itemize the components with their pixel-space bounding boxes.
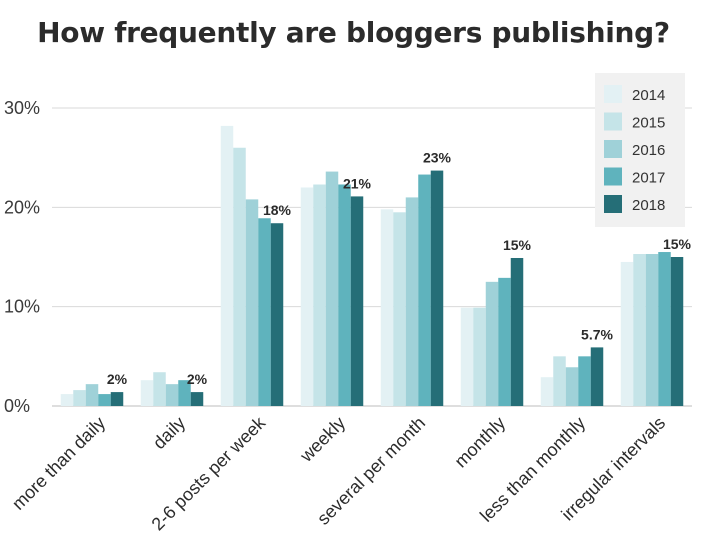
bar [405,197,419,406]
bar [313,184,326,406]
legend-label: 2014 [632,87,665,104]
bar [473,307,486,406]
bar [633,254,646,406]
bar [270,223,284,406]
bar [565,367,579,406]
bar [418,174,431,406]
bar [245,199,259,406]
data-label: 18% [263,202,292,218]
data-label: 15% [503,237,532,253]
bar [578,356,591,406]
data-label: 15% [663,236,692,252]
y-tick-label: 10% [4,297,40,317]
y-tick-label: 30% [4,98,40,118]
legend-swatch [604,85,622,103]
bar [510,257,524,406]
legend-swatch [604,112,622,131]
bar [350,196,364,406]
bar [325,171,339,406]
data-label: 23% [423,150,452,166]
bar [540,377,554,406]
data-label: 2% [187,371,208,387]
bar [338,184,351,406]
y-axis-ticks: 0% 10% 20% 30% [4,98,40,416]
bar [140,380,154,406]
data-label: 5.7% [581,326,613,342]
legend-label: 2018 [632,197,665,214]
x-category-label: weekly [295,413,349,467]
x-category-label: monthly [451,413,510,472]
bar [110,392,124,406]
data-label: 2% [107,371,128,387]
bar [233,147,246,406]
x-category-label: more than daily [8,413,109,514]
bar [380,209,394,406]
bar [620,261,634,406]
bar [485,281,499,406]
legend-swatch [604,195,622,213]
bar [590,347,604,406]
legend: 2014 2015 2016 2017 2018 [595,73,685,227]
data-labels: 2% 2% 18% 21% 23% 15% 5.7% 15% [107,150,692,388]
bar [553,356,566,406]
bars [60,125,684,406]
bar [190,392,204,406]
bar [498,277,511,406]
bar [258,218,271,406]
y-tick-label: 0% [4,396,30,416]
y-tick-label: 20% [4,197,40,217]
bar [658,252,671,406]
bar [460,307,474,406]
legend-label: 2017 [632,170,665,187]
bar [98,394,111,406]
bar [220,125,234,406]
bar [645,254,659,406]
x-category-label: daily [149,413,189,453]
bar [85,384,99,406]
legend-label: 2015 [632,115,665,132]
bar [670,257,684,406]
bar [165,384,179,406]
bar [430,170,444,406]
chart-title: How frequently are bloggers publishing? [37,16,670,49]
legend-swatch [604,140,622,158]
legend-swatch [604,167,622,186]
bar [393,212,406,406]
data-label: 21% [343,175,372,191]
bar [178,380,191,406]
bar [153,372,166,406]
bar [73,390,86,406]
legend-label: 2016 [632,142,665,159]
bar [60,394,74,406]
bar [300,187,314,406]
